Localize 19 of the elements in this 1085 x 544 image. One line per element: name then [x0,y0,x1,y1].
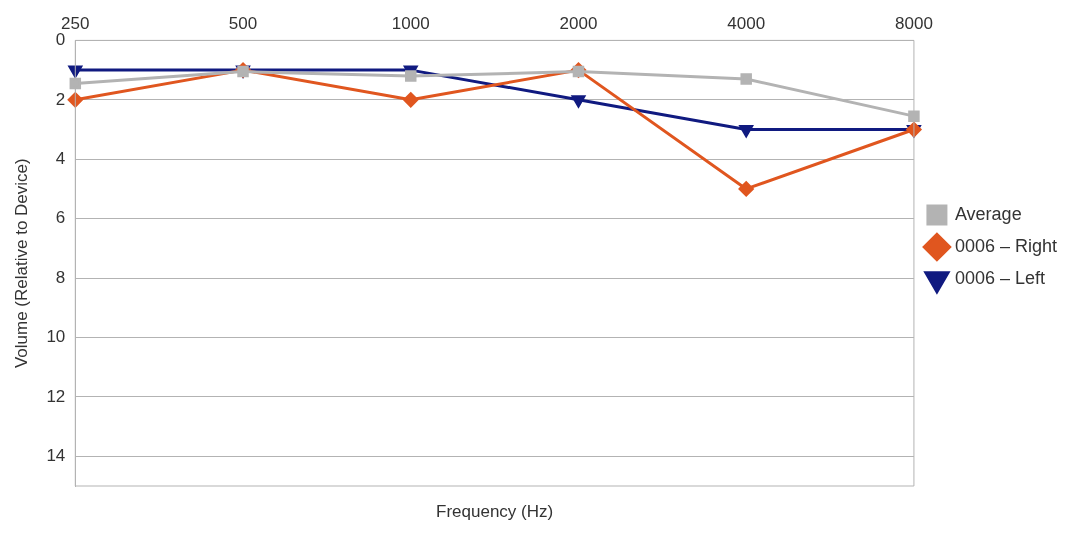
y-tick-label: 12 [46,386,66,406]
x-tick-label: 500 [228,13,258,33]
y-tick-label: 4 [55,148,66,168]
x-tick-label: 8000 [895,13,933,33]
y-tick-label: 10 [46,327,66,347]
x-tick-label: 2000 [559,13,598,33]
y-tick-label: 2 [55,89,66,109]
y-axis-title: Volume (Relative to Device) [11,158,31,369]
y-tick-label: 14 [46,445,66,465]
x-axis-title: Frequency (Hz) [436,502,554,522]
x-tick-label: 250 [61,13,90,33]
y-tick-label: 0 [55,30,66,50]
legend-label: 0006 – Right [954,235,1057,256]
x-tick-label: 1000 [391,13,430,33]
y-tick-label: 6 [55,208,66,228]
x-tick-label: 4000 [727,13,766,33]
y-tick-label: 8 [55,267,66,287]
legend-label: 0006 – Left [954,267,1046,288]
legend-label: Average [954,203,1022,224]
